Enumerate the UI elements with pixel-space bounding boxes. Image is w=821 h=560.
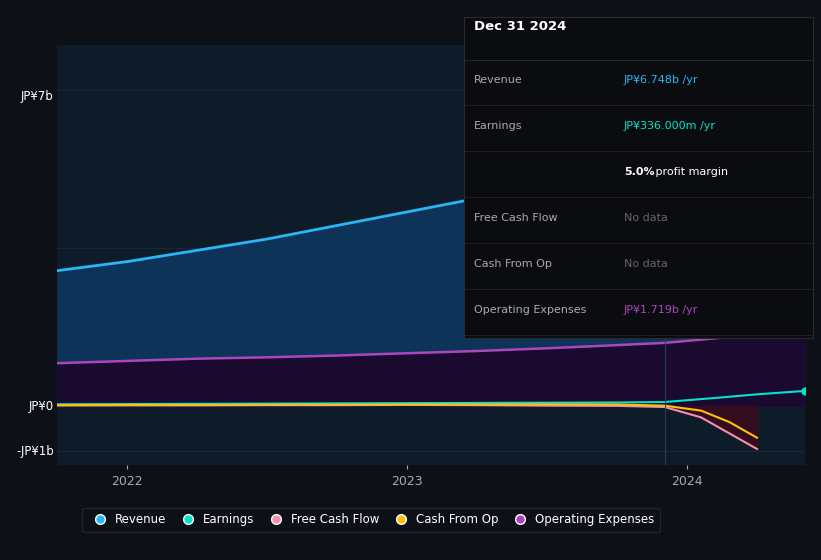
Text: -JP¥1b: -JP¥1b — [16, 445, 53, 458]
Text: Dec 31 2024: Dec 31 2024 — [474, 20, 566, 32]
Text: No data: No data — [624, 259, 667, 269]
Text: Free Cash Flow: Free Cash Flow — [474, 213, 557, 223]
Text: Cash From Op: Cash From Op — [474, 259, 552, 269]
Legend: Revenue, Earnings, Free Cash Flow, Cash From Op, Operating Expenses: Revenue, Earnings, Free Cash Flow, Cash … — [82, 507, 660, 533]
Text: JP¥7b: JP¥7b — [21, 90, 53, 103]
Text: JP¥336.000m /yr: JP¥336.000m /yr — [624, 121, 716, 131]
Text: No data: No data — [624, 213, 667, 223]
Text: Earnings: Earnings — [474, 121, 522, 131]
Text: 5.0%: 5.0% — [624, 167, 654, 177]
Text: JP¥1.719b /yr: JP¥1.719b /yr — [624, 305, 699, 315]
Text: profit margin: profit margin — [652, 167, 728, 177]
Text: JP¥0: JP¥0 — [29, 400, 53, 413]
Text: Revenue: Revenue — [474, 75, 522, 85]
Text: Operating Expenses: Operating Expenses — [474, 305, 586, 315]
Text: JP¥6.748b /yr: JP¥6.748b /yr — [624, 75, 699, 85]
